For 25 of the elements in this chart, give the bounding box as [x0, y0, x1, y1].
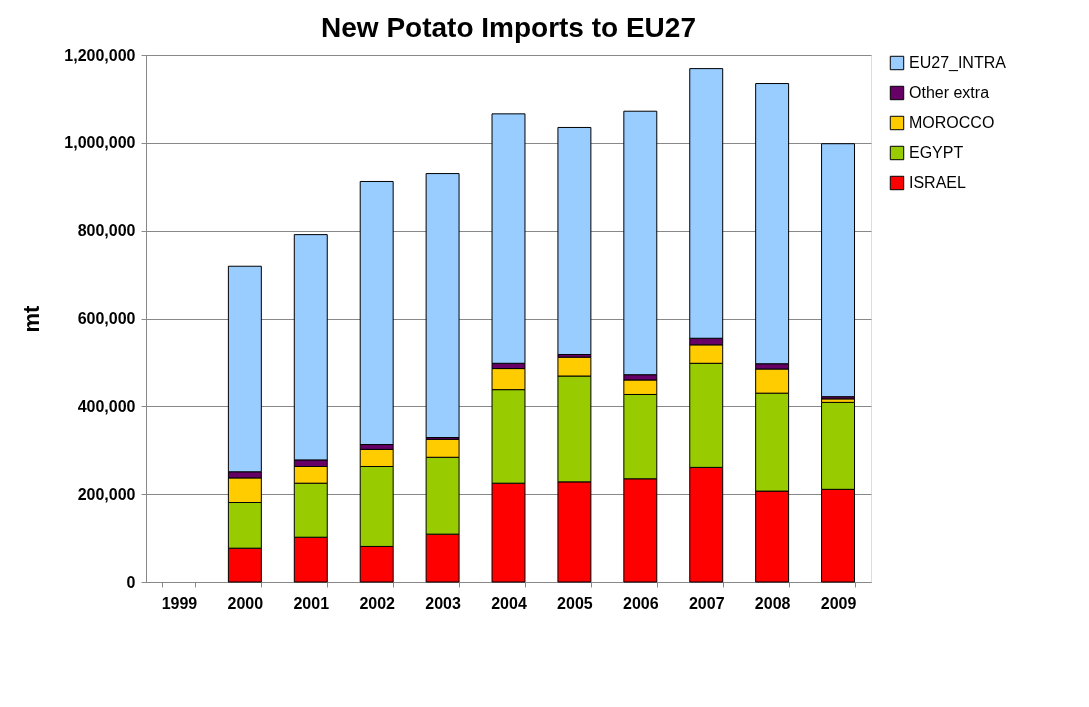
x-tick-label: 2006: [623, 594, 659, 612]
x-tick-label: 2000: [227, 594, 264, 612]
x-tick-label: 2004: [491, 594, 527, 612]
legend-label: ISRAEL: [909, 174, 967, 191]
legend-label: EU27_INTRA: [909, 54, 1007, 72]
y-tick-label: 600,000: [77, 310, 136, 327]
x-tick-label: 2001: [293, 594, 330, 612]
x-tick-label: 2002: [359, 594, 396, 612]
legend-label: MOROCCO: [909, 114, 995, 131]
y-tick-label: 0: [126, 573, 136, 591]
legend-label: EGYPT: [909, 144, 964, 161]
y-tick-label: 400,000: [77, 397, 136, 415]
y-tick-label: 1,000,000: [64, 134, 136, 152]
x-tick-label: 2003: [425, 594, 461, 612]
y-tick-label: 800,000: [77, 222, 136, 240]
x-tick-label: 2009: [820, 594, 857, 612]
x-tick-label: 2007: [688, 594, 725, 612]
chart-title: New Potato Imports to EU27: [321, 12, 696, 43]
x-tick-label: 1999: [161, 594, 198, 612]
y-tick-label: 1,200,000: [64, 46, 136, 64]
x-tick-label: 2005: [557, 594, 593, 612]
legend-label: Other extra: [909, 84, 990, 101]
y-tick-label: 200,000: [77, 485, 136, 503]
x-tick-label: 2008: [754, 594, 791, 612]
y-axis-title: mt: [19, 304, 45, 333]
